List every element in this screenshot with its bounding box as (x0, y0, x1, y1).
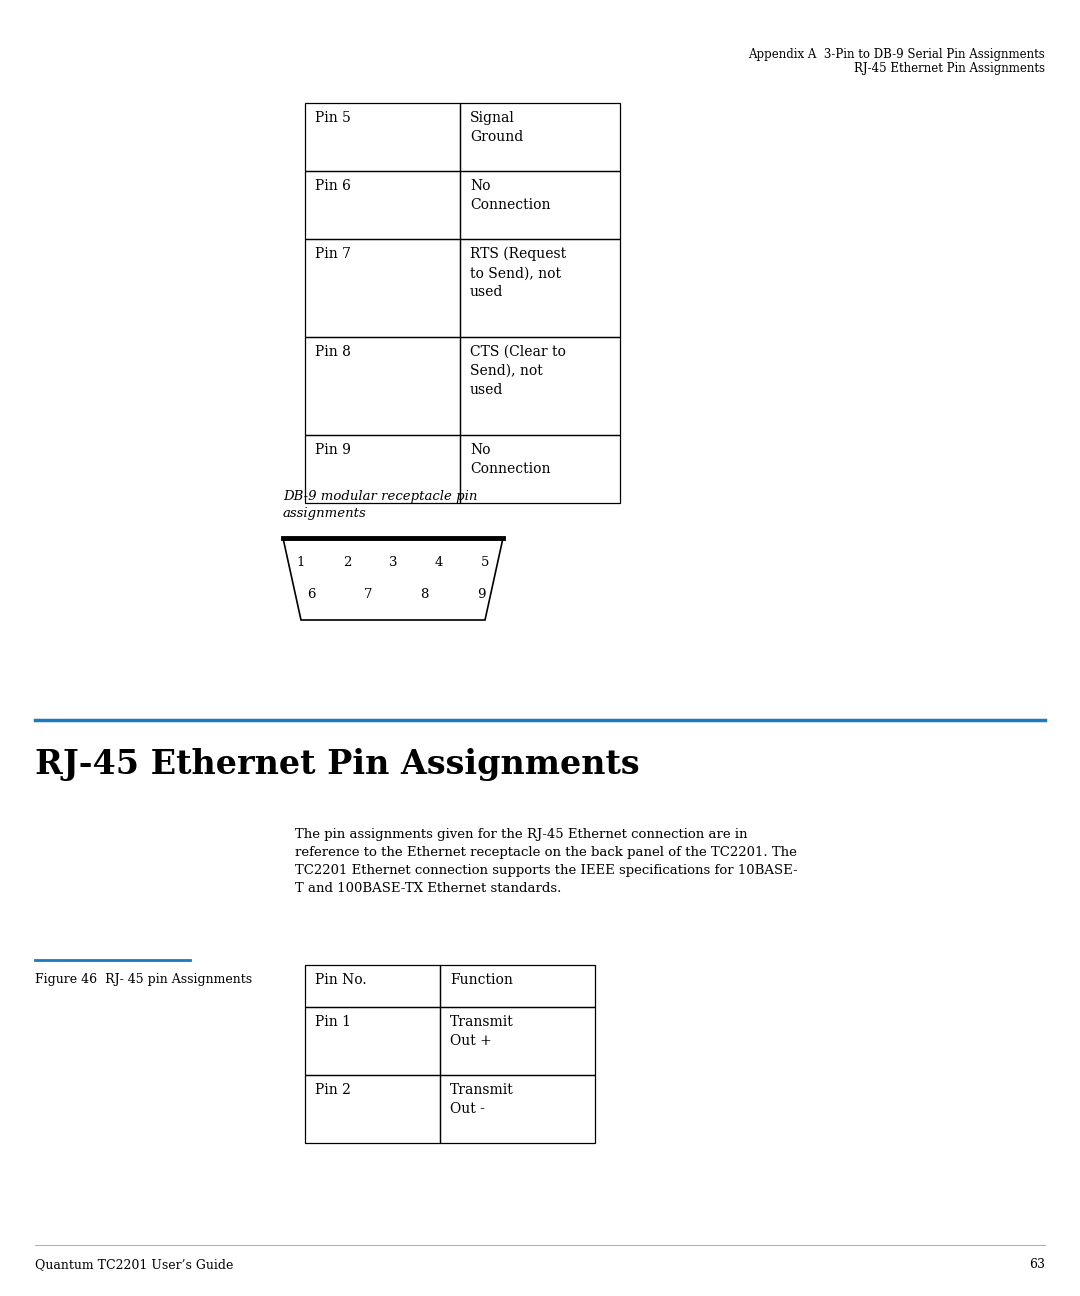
Text: Pin 9: Pin 9 (315, 443, 351, 457)
Text: Transmit
Out +: Transmit Out + (450, 1015, 514, 1048)
Text: 5: 5 (481, 556, 489, 569)
Text: Figure 46  RJ- 45 pin Assignments: Figure 46 RJ- 45 pin Assignments (35, 973, 252, 986)
Text: Appendix A  3-Pin to DB-9 Serial Pin Assignments: Appendix A 3-Pin to DB-9 Serial Pin Assi… (748, 48, 1045, 61)
Text: No
Connection: No Connection (470, 443, 551, 476)
Text: 4: 4 (435, 556, 443, 569)
Text: Pin 1: Pin 1 (315, 1015, 351, 1029)
Bar (460, 171, 620, 238)
Text: 9: 9 (476, 588, 485, 601)
Bar (305, 337, 460, 435)
Text: 7: 7 (363, 588, 372, 601)
Text: Pin 5: Pin 5 (315, 111, 351, 124)
Bar (440, 1074, 595, 1143)
Text: Function: Function (450, 973, 513, 988)
Text: The pin assignments given for the RJ-45 Ethernet connection are in
reference to : The pin assignments given for the RJ-45 … (295, 828, 798, 896)
Text: No
Connection: No Connection (470, 179, 551, 213)
Bar (460, 238, 620, 337)
Bar (460, 337, 620, 435)
Bar (305, 1074, 440, 1143)
Text: Pin 2: Pin 2 (315, 1083, 351, 1096)
Text: Signal
Ground: Signal Ground (470, 111, 523, 144)
Text: Pin 8: Pin 8 (315, 345, 351, 359)
Bar (460, 435, 620, 503)
Text: Pin 7: Pin 7 (315, 248, 351, 260)
Text: DB-9 modular receptacle pin
assignments: DB-9 modular receptacle pin assignments (283, 490, 477, 520)
Text: Pin No.: Pin No. (315, 973, 366, 988)
Bar (440, 1007, 595, 1074)
Bar (305, 238, 460, 337)
Bar (305, 435, 460, 503)
Text: Quantum TC2201 User’s Guide: Quantum TC2201 User’s Guide (35, 1258, 233, 1271)
Text: RJ-45 Ethernet Pin Assignments: RJ-45 Ethernet Pin Assignments (35, 748, 639, 781)
Text: 6: 6 (307, 588, 315, 601)
Text: CTS (Clear to
Send), not
used: CTS (Clear to Send), not used (470, 345, 566, 397)
Bar (305, 1007, 440, 1074)
Bar (460, 102, 620, 171)
Text: RTS (Request
to Send), not
used: RTS (Request to Send), not used (470, 248, 566, 299)
Text: Transmit
Out -: Transmit Out - (450, 1083, 514, 1116)
Bar (305, 102, 460, 171)
Text: 2: 2 (342, 556, 351, 569)
Text: Pin 6: Pin 6 (315, 179, 351, 193)
Text: 1: 1 (297, 556, 306, 569)
Bar (305, 966, 440, 1007)
Text: 8: 8 (420, 588, 429, 601)
Text: 3: 3 (389, 556, 397, 569)
Text: RJ-45 Ethernet Pin Assignments: RJ-45 Ethernet Pin Assignments (854, 62, 1045, 75)
Text: 63: 63 (1029, 1258, 1045, 1271)
Bar (440, 966, 595, 1007)
Bar (305, 171, 460, 238)
